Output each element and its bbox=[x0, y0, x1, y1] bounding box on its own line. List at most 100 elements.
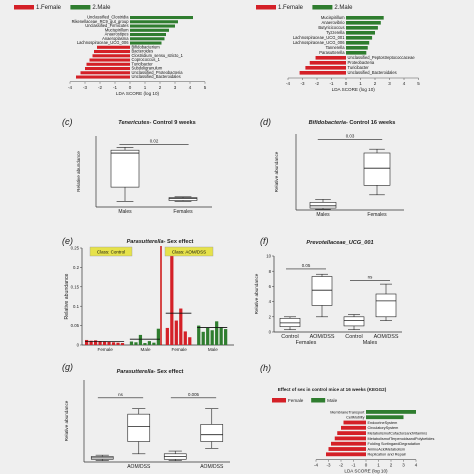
lda-bar bbox=[130, 28, 169, 32]
lda-bar bbox=[97, 45, 130, 49]
class-label: Class: AOM/DSS bbox=[172, 249, 206, 254]
box-iqr bbox=[309, 202, 337, 209]
sample-bar bbox=[111, 342, 116, 345]
chart-title: Tenericutes- Control 9 weeks bbox=[118, 120, 196, 126]
sample-bar bbox=[219, 327, 223, 345]
sample-bar bbox=[143, 343, 147, 345]
lda-bar bbox=[305, 66, 346, 70]
sample-bar bbox=[156, 328, 160, 345]
y-tick-label: 0.15 bbox=[71, 284, 80, 289]
lda-bar bbox=[309, 61, 346, 65]
lda-bar-label: Unclassified_Peptostreptococcaceae bbox=[348, 55, 416, 60]
lda-bar-label: AminoAcidMetabolism bbox=[368, 447, 406, 451]
class-label-box bbox=[89, 246, 133, 257]
panel-e-chart: (e) Parasutterella- Sex effect 0 0.05 0.1 0.1… bbox=[62, 236, 234, 352]
y-tick-label: 0.2 bbox=[73, 265, 80, 270]
class-label-box bbox=[164, 246, 214, 257]
legend-swatch bbox=[70, 5, 91, 10]
y-tick-label: 0.1 bbox=[73, 304, 80, 309]
panel-label: (c) bbox=[62, 117, 73, 127]
lda-bar-label: Clostridium_sensu_stricto_1 bbox=[132, 53, 184, 58]
y-axis-label: Relative abundance bbox=[76, 151, 81, 192]
significance-label: 0.05 bbox=[302, 263, 311, 268]
lda-bar-label: Mucispirillum bbox=[321, 15, 345, 20]
y-tick-label: 0 bbox=[269, 330, 272, 335]
lda-bar-label: Replication and Repair bbox=[368, 453, 407, 457]
x-tick-label: -4 bbox=[68, 85, 72, 90]
panel-g-chart: (g) Parasutterella- Sex effect Relative ab… bbox=[62, 362, 230, 470]
x-group-label: Male bbox=[208, 347, 218, 352]
legend-label: 1.Female bbox=[278, 5, 304, 11]
sample-bar bbox=[206, 327, 210, 345]
lda-bar-label: Lachnospiraceae_UCG_006 bbox=[293, 40, 345, 45]
lda-bar bbox=[86, 62, 130, 66]
x-group-label: Males bbox=[363, 340, 378, 346]
significance-label: 0.005 bbox=[188, 392, 200, 397]
lda-bar-label: Unclassified_Bacteroidales bbox=[132, 74, 181, 79]
lda-bar bbox=[366, 415, 404, 420]
lda-bar bbox=[346, 21, 381, 25]
panel-label: (e) bbox=[62, 236, 73, 246]
lda-bar bbox=[337, 431, 366, 436]
sample-bar bbox=[107, 341, 111, 345]
x-group-label: Male bbox=[141, 347, 151, 352]
sample-bar bbox=[188, 337, 192, 345]
x-category-label: Females bbox=[173, 209, 193, 215]
x-tick-label: 4 bbox=[415, 463, 418, 468]
lda-bar-label: Unclassified_Proteobacteria bbox=[132, 70, 184, 75]
x-tick-label: -1 bbox=[113, 85, 117, 90]
panel-c-chart: (c) Tenericutes- Control 9 weeks Relative … bbox=[62, 117, 212, 215]
lda-bar bbox=[328, 447, 366, 451]
x-category-label: Control bbox=[345, 334, 362, 340]
sample-bar bbox=[174, 320, 178, 345]
x-tick-label: 3 bbox=[174, 85, 177, 90]
x-category-label: Females bbox=[367, 212, 387, 218]
lda-bar bbox=[89, 58, 130, 62]
significance-label: ns bbox=[368, 274, 373, 279]
x-tick-label: 0 bbox=[345, 81, 348, 86]
x-tick-label: 1 bbox=[144, 85, 147, 90]
panel-h-chart: Effect of sex in control mice at 16 week… bbox=[260, 363, 435, 474]
chart-title: Parasutterella- Sex effect bbox=[117, 369, 184, 375]
box-iqr bbox=[110, 149, 140, 188]
chart-title: Effect of sex in control mice at 16 week… bbox=[278, 387, 387, 392]
box-iqr bbox=[168, 197, 198, 201]
y-tick-label: 0 bbox=[77, 343, 80, 348]
legend-label: 1.Female bbox=[36, 5, 62, 11]
sample-bar bbox=[179, 308, 183, 345]
lda-bar-label: Mucispirillum bbox=[105, 27, 129, 32]
sample-bar bbox=[93, 340, 98, 345]
sample-bar bbox=[129, 341, 134, 345]
sample-bar bbox=[102, 341, 107, 345]
x-axis-label: LDA SCORE (log 10) bbox=[332, 87, 376, 92]
lda-bar-label: Parasutterella bbox=[319, 50, 345, 55]
lda-bar bbox=[92, 54, 130, 58]
lda-bar-label: Unclassified_Bacteroidales bbox=[348, 70, 397, 75]
legend-label: 2.Male bbox=[92, 5, 111, 11]
legend-swatch bbox=[256, 5, 276, 10]
lda-bar-label: CirculatorySystem bbox=[368, 426, 399, 430]
legend-swatch bbox=[311, 398, 326, 403]
y-tick-label: 8 bbox=[269, 269, 272, 274]
lda-bar-label: Lachnospiraceae_UCG_006 bbox=[77, 40, 129, 45]
lda-bar bbox=[315, 56, 346, 60]
x-axis-label: LDA SCORE (log 10) bbox=[344, 469, 388, 474]
lda-bar-label: Bacteroides bbox=[132, 49, 154, 54]
significance-label: ns bbox=[118, 392, 123, 397]
lda-bar bbox=[130, 33, 166, 37]
lda-bar bbox=[85, 67, 130, 71]
y-tick-label: 2 bbox=[269, 314, 272, 319]
x-tick-label: 3 bbox=[402, 463, 405, 468]
x-group-label: Females bbox=[296, 340, 317, 346]
y-axis-label: Relative abundance bbox=[64, 400, 69, 441]
lda-bar-label: Bifidobacterium bbox=[132, 44, 161, 49]
y-tick-label: 4 bbox=[269, 299, 272, 304]
x-tick-label: -4 bbox=[286, 81, 290, 86]
panel-f-chart: (f) Prevotellaceae_UCG_001 0 2 4 6 8 10 Relative… bbox=[254, 236, 402, 346]
sample-bar bbox=[201, 331, 205, 345]
lda-bar bbox=[366, 410, 416, 414]
lda-bar-label: Unclassified_Firmicutes bbox=[85, 23, 128, 28]
lda-bar bbox=[346, 46, 368, 50]
